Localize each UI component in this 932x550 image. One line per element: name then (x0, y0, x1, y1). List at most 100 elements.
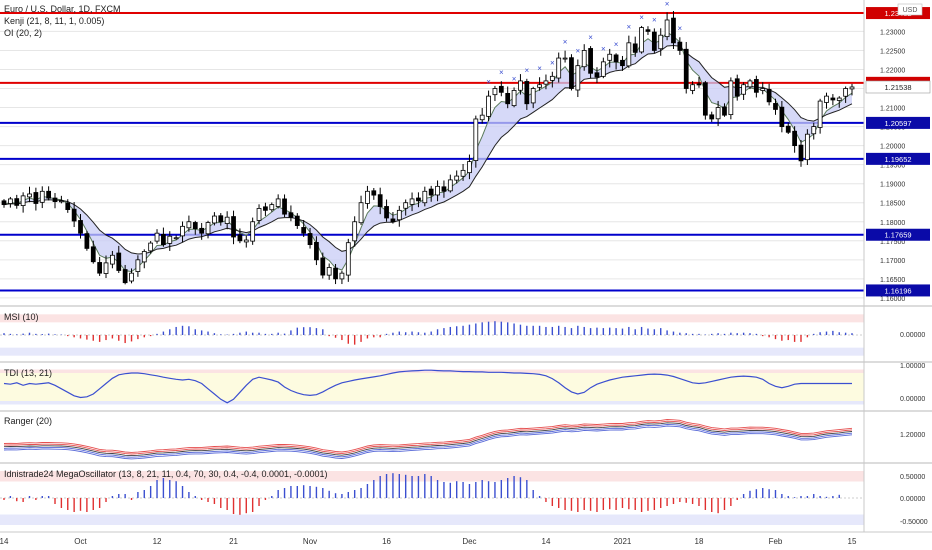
candle-body (569, 57, 574, 89)
candle-body (492, 88, 498, 96)
candle-body (639, 27, 644, 53)
candle-body (282, 198, 287, 215)
signal-cross: × (678, 24, 683, 33)
tdi-lines (0, 369, 864, 405)
candle-body (843, 88, 849, 97)
candle-body (785, 125, 791, 133)
price-tick-label: 1.20000 (880, 144, 905, 151)
candle-body (696, 83, 702, 86)
candle-body (294, 215, 300, 226)
candle-body (84, 233, 90, 249)
msi-pane[interactable]: MSI (10) (0, 305, 932, 356)
candle-body (677, 41, 683, 51)
candle-body (524, 81, 530, 105)
price-tick-label: 1.22500 (880, 48, 905, 55)
candle-body (824, 95, 829, 103)
price-pane[interactable]: × × × × × × × × × × × × × × × × Euro / U.S. Dollar, 1D,… (0, 0, 864, 300)
candle-body (715, 107, 721, 120)
candle-body (199, 227, 205, 234)
candle-body (658, 34, 664, 50)
candle-body (333, 267, 338, 280)
candle-body (256, 208, 262, 221)
oscillator-axes[interactable]: 0.00000 1.00000 0.00000 1.20000 0.50000 0.000… (900, 332, 928, 526)
zone-lower (0, 514, 864, 525)
tdi-pane[interactable]: TDI (13, 21) (0, 361, 932, 405)
tdi-legend: TDI (13, 21) (4, 368, 52, 378)
current-price-tag (865, 80, 931, 94)
candle-body (237, 234, 243, 242)
ranger-line (3, 420, 853, 455)
signal-cross: × (652, 15, 657, 24)
tdi-line (3, 369, 852, 404)
candle-body (549, 75, 555, 81)
candle-body (702, 82, 708, 116)
candle-body (441, 186, 447, 192)
candle-body (409, 198, 415, 205)
price-tick-label: 1.16500 (880, 277, 905, 284)
price-axis[interactable]: 1.16000 1.16500 1.17000 1.17500 1.18000 1.185… (865, 3, 931, 303)
candle-body (671, 17, 676, 44)
candle-body (320, 257, 326, 276)
ranger-line (3, 422, 853, 457)
candle-body (263, 206, 268, 211)
price-tick-label: 1.18500 (880, 201, 905, 208)
candle-body (180, 225, 185, 237)
signal-cross: × (563, 38, 568, 47)
candle-body (65, 202, 71, 210)
candle-body (27, 193, 32, 198)
candle-body (804, 133, 810, 161)
candle-body (314, 241, 319, 261)
candle-body (747, 80, 753, 88)
candle-body (613, 54, 619, 63)
ranger-pane[interactable]: Ranger (20) (0, 410, 932, 460)
candle-body (1, 200, 7, 206)
signal-markers: × × × × × × × × × × × × × × × × (486, 0, 682, 87)
candle-body (212, 215, 217, 224)
level-tag-1.17659 (866, 228, 930, 241)
candle-body (78, 220, 83, 234)
current-price-label: 1.21538 (884, 83, 911, 92)
candle-body (760, 88, 766, 91)
candle-body (632, 43, 638, 53)
candle-body (339, 272, 345, 280)
candle-body (14, 198, 20, 206)
kenji-legend: Kenji (21, 8, 11, 1, 0.005) (4, 16, 104, 26)
candle-body (422, 190, 428, 204)
candle-body (46, 190, 52, 199)
candle-body (830, 97, 836, 101)
signal-cross: × (601, 45, 606, 54)
candle-body (218, 215, 224, 223)
candle-body (352, 221, 358, 242)
candle-body (90, 246, 96, 263)
currency-badge-label: USD (903, 7, 918, 14)
price-tick-label: 1.19500 (880, 163, 905, 170)
level-tag-1.20597 (866, 116, 930, 129)
candle-body (116, 252, 122, 271)
time-axis[interactable]: 14 Oct 12 21 Nov 16 Dec 14 2021 18 Feb 15 (0, 537, 857, 546)
candle-body (479, 114, 485, 121)
candle-body (511, 90, 517, 107)
time-tick-label: 2021 (614, 537, 632, 546)
candle-body (161, 234, 166, 246)
candle-body (20, 195, 26, 206)
candle-body (435, 185, 440, 196)
candle-body (505, 92, 511, 105)
candle-body (52, 197, 58, 202)
price-tick-label: 1.16000 (880, 296, 905, 303)
candle-body (129, 272, 134, 282)
candle-body (59, 200, 64, 203)
candle-body (664, 19, 670, 38)
candle-body (581, 50, 587, 68)
level-tag-label: 1.19652 (884, 155, 911, 164)
candle-body (562, 57, 568, 60)
candle-body (651, 31, 657, 51)
candle-body (473, 118, 479, 161)
candle-body (97, 262, 103, 274)
megaoscillator-pane[interactable]: Idnistrade24 MegaOscillator (13, 8, 21, … (0, 462, 932, 525)
candle-body (377, 194, 383, 207)
candle-body (141, 251, 147, 263)
currency-badge (897, 3, 923, 16)
level-tag-label: 1.17659 (884, 231, 911, 240)
candle-body (288, 212, 294, 218)
